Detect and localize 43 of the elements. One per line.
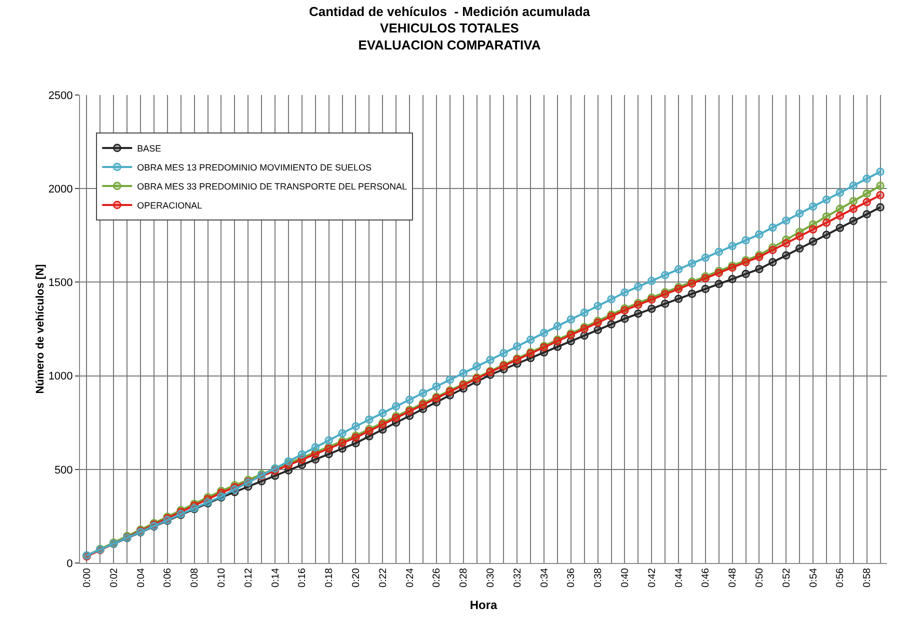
x-tick-label: 0:58 <box>862 568 874 588</box>
x-tick-label: 0:16 <box>297 568 308 588</box>
y-tick-label: 1500 <box>48 277 73 290</box>
x-tick-label: 0:38 <box>593 568 604 588</box>
x-tick-label: 0:02 <box>108 568 120 588</box>
legend-label: OBRA MES 33 PREDOMINIO DE TRANSPORTE DEL PERSONAL <box>137 181 408 192</box>
x-tick-label: 0:50 <box>754 568 766 588</box>
x-tick-label: 0:06 <box>162 568 174 588</box>
x-tick-label: 0:20 <box>350 568 362 588</box>
y-tick-label: 2000 <box>48 183 73 196</box>
x-tick-label: 0:32 <box>512 568 524 588</box>
chart-title: Cantidad de vehículos - Medición acumulada VEHICULOS TOTALES EVALUACION COMPARATIVA <box>309 4 591 53</box>
x-tick-label: 0:46 <box>700 568 712 588</box>
y-axis-title: Número de vehículos [N] <box>34 264 46 394</box>
y-tick-label: 1000 <box>48 370 73 383</box>
x-tick-label: 0:36 <box>566 568 578 588</box>
x-tick-label: 0:04 <box>136 568 147 588</box>
y-tick-label: 2500 <box>48 90 73 102</box>
x-tick-label: 0:48 <box>728 568 739 588</box>
x-tick-label: 0:10 <box>216 568 228 588</box>
x-tick-label: 0:28 <box>458 568 470 588</box>
x-tick-label: 0:56 <box>835 568 846 588</box>
x-tick-label: 0:40 <box>620 568 631 588</box>
x-axis-title: Hora <box>470 598 498 612</box>
x-tick-label: 0:18 <box>324 568 336 588</box>
x-tick-label: 0:12 <box>243 568 254 588</box>
legend-label: BASE <box>137 143 162 154</box>
x-tick-label: 0:08 <box>190 568 201 588</box>
y-tick-label: 500 <box>54 464 73 476</box>
legend-label: OBRA MES 13 PREDOMINIO MOVIMIENTO DE SUELOS <box>137 162 372 172</box>
x-tick-label: 0:54 <box>808 568 820 588</box>
x-tick-label: 0:14 <box>270 568 282 588</box>
x-tick-label: 0:34 <box>539 568 550 588</box>
x-tick-label: 0:22 <box>378 568 389 588</box>
legend-label: OPERACIONAL <box>137 200 202 210</box>
x-tick-label: 0:00 <box>82 568 93 588</box>
y-tick-label: 0 <box>66 558 73 570</box>
x-tick-label: 0:30 <box>485 568 496 588</box>
x-tick-label: 0:24 <box>404 568 416 588</box>
x-tick-label: 0:44 <box>674 568 685 588</box>
x-tick-label: 0:26 <box>432 568 443 588</box>
x-tick-label: 0:52 <box>781 568 792 588</box>
x-tick-label: 0:42 <box>646 568 658 588</box>
